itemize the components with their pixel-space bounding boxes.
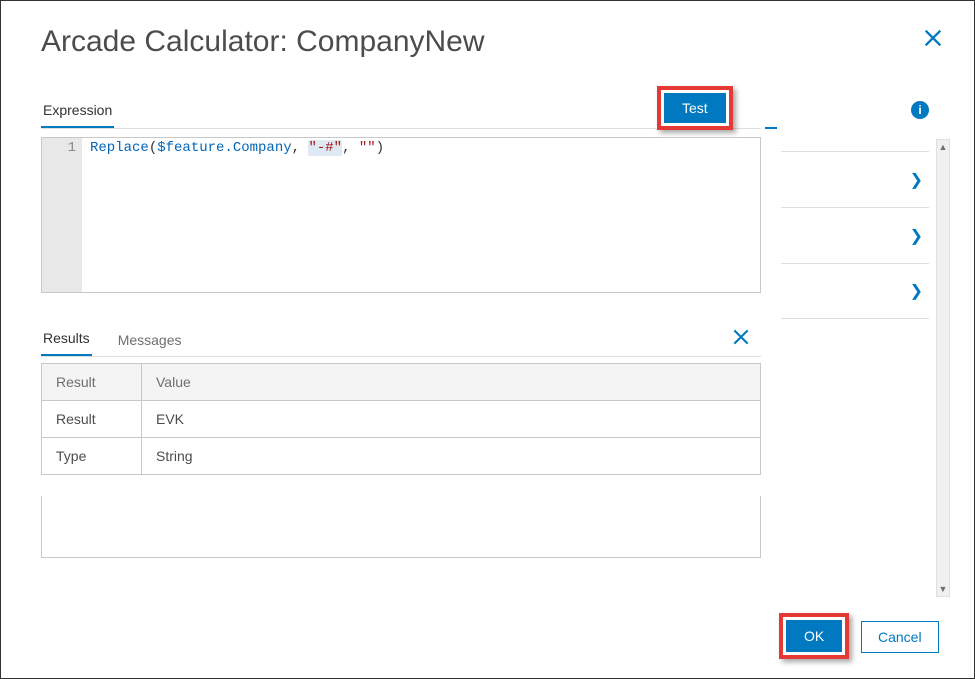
table-row: Type String — [42, 438, 761, 475]
cell-key: Type — [42, 438, 142, 475]
scroll-down-icon[interactable]: ▼ — [939, 582, 948, 596]
tab-results[interactable]: Results — [41, 324, 92, 356]
dialog-title: Arcade Calculator: CompanyNew — [41, 25, 485, 59]
chevron-right-icon: ❯ — [910, 170, 923, 190]
table-header-row: Result Value — [42, 364, 761, 401]
test-button-highlight: Test — [657, 86, 733, 130]
scroll-up-icon[interactable]: ▲ — [939, 140, 948, 154]
code-editor[interactable]: 1 Replace($feature.Company, "-#", "") — [41, 137, 761, 293]
results-table: Result Value Result EVK Type String — [41, 363, 761, 475]
results-table-padding — [41, 496, 761, 558]
chevron-right-icon: ❯ — [910, 281, 923, 301]
tab-expression[interactable]: Expression — [41, 96, 114, 128]
close-results-icon[interactable] — [731, 327, 751, 347]
cancel-button[interactable]: Cancel — [861, 621, 939, 653]
vertical-scrollbar[interactable]: ▲ ▼ — [936, 139, 950, 597]
side-panel: ❯ ❯ ❯ — [781, 151, 929, 319]
table-row: Result EVK — [42, 401, 761, 438]
tab-messages[interactable]: Messages — [116, 326, 184, 356]
cell-value: EVK — [142, 401, 761, 438]
cell-key: Result — [42, 401, 142, 438]
side-panel-item[interactable]: ❯ — [781, 151, 929, 207]
side-panel-item[interactable]: ❯ — [781, 263, 929, 319]
editor-content[interactable]: Replace($feature.Company, "-#", "") — [82, 138, 760, 292]
column-header-value: Value — [142, 364, 761, 401]
code-str2: "" — [359, 140, 376, 156]
line-number: 1 — [42, 140, 76, 156]
editor-gutter: 1 — [42, 138, 82, 292]
cell-value: String — [142, 438, 761, 475]
test-button[interactable]: Test — [664, 93, 726, 123]
ok-button[interactable]: OK — [786, 620, 842, 652]
side-panel-item[interactable]: ❯ — [781, 207, 929, 263]
code-str1: "-#" — [308, 140, 342, 156]
chevron-right-icon: ❯ — [910, 226, 923, 246]
expression-tabstrip: Expression — [41, 95, 761, 129]
code-arg1: $feature.Company — [157, 140, 291, 156]
results-tabstrip: Results Messages — [41, 325, 761, 357]
code-fn: Replace — [90, 140, 149, 156]
code-sep1: , — [292, 140, 309, 156]
tab-indicator-dash — [765, 127, 777, 129]
column-header-result: Result — [42, 364, 142, 401]
close-dialog-icon[interactable] — [922, 27, 944, 49]
arcade-calculator-dialog: Arcade Calculator: CompanyNew Expression… — [0, 0, 975, 679]
code-open: ( — [149, 140, 157, 156]
code-close: ) — [376, 140, 384, 156]
code-sep2: , — [342, 140, 359, 156]
info-icon[interactable]: i — [911, 101, 929, 119]
ok-button-highlight: OK — [779, 613, 849, 659]
